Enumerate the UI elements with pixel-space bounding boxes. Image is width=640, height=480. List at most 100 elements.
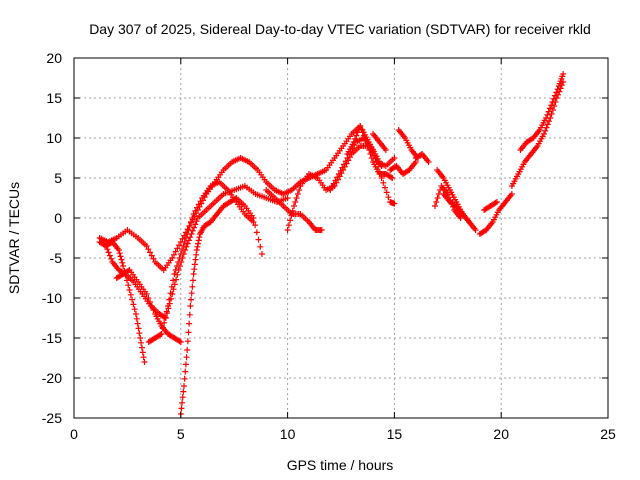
data-point xyxy=(158,331,165,337)
data-point xyxy=(545,108,552,115)
data-point xyxy=(389,175,396,181)
data-point xyxy=(318,227,325,233)
series-track-8 xyxy=(284,143,398,233)
data-point xyxy=(120,263,127,269)
y-tick-label: -5 xyxy=(50,250,63,266)
data-point xyxy=(352,135,359,142)
data-point xyxy=(182,361,189,368)
data-point xyxy=(157,331,164,338)
data-point xyxy=(340,161,347,168)
data-point xyxy=(431,203,438,209)
data-point xyxy=(354,129,361,136)
data-point xyxy=(353,132,360,139)
data-point xyxy=(189,215,196,221)
data-point xyxy=(546,118,553,125)
data-point xyxy=(196,234,203,241)
data-point xyxy=(391,200,398,207)
data-point xyxy=(159,325,166,332)
data-point xyxy=(108,255,115,262)
data-point xyxy=(178,405,185,412)
data-point xyxy=(171,271,178,277)
series-track-22 xyxy=(517,71,567,153)
data-point xyxy=(132,311,139,317)
data-point xyxy=(553,89,560,96)
data-point xyxy=(191,261,198,268)
data-point xyxy=(145,295,152,301)
series-track-6 xyxy=(177,195,265,417)
series-track-21 xyxy=(508,79,567,189)
data-point xyxy=(182,235,189,241)
data-point xyxy=(188,219,195,225)
data-point xyxy=(296,187,303,193)
data-point xyxy=(167,290,174,297)
data-point xyxy=(188,290,195,297)
data-point xyxy=(182,368,189,375)
data-point xyxy=(194,204,201,211)
data-point xyxy=(150,307,157,313)
data-point xyxy=(143,291,150,297)
data-point xyxy=(492,199,499,206)
data-point xyxy=(255,236,262,243)
series-track-7 xyxy=(263,187,325,233)
series-track-1 xyxy=(96,123,364,273)
data-point xyxy=(193,251,200,258)
data-point xyxy=(131,306,138,313)
data-point xyxy=(184,347,191,353)
series-track-20 xyxy=(481,199,500,213)
data-point xyxy=(118,256,125,263)
data-point xyxy=(170,251,177,258)
data-point xyxy=(447,197,454,204)
data-point xyxy=(552,92,559,99)
data-point xyxy=(179,399,186,406)
data-point xyxy=(542,127,549,134)
data-point xyxy=(250,215,257,221)
data-point xyxy=(292,199,299,205)
series-track-18 xyxy=(431,183,464,221)
data-point xyxy=(195,237,202,244)
data-point xyxy=(173,276,180,283)
data-point xyxy=(350,139,357,145)
data-point xyxy=(289,207,296,214)
data-point xyxy=(170,277,177,284)
data-point xyxy=(173,263,180,269)
data-point xyxy=(147,299,154,305)
data-point xyxy=(444,191,451,197)
data-point xyxy=(174,245,181,252)
data-point xyxy=(330,180,337,187)
data-point xyxy=(291,203,298,209)
data-point xyxy=(180,243,187,249)
data-point xyxy=(391,155,398,161)
data-point xyxy=(141,359,148,365)
data-point xyxy=(189,227,196,234)
data-point xyxy=(185,329,192,336)
data-point xyxy=(382,147,389,153)
data-point xyxy=(137,335,144,341)
series-track-15 xyxy=(412,151,432,165)
data-point xyxy=(287,217,294,224)
data-point xyxy=(257,243,264,250)
data-point xyxy=(147,249,154,256)
data-point xyxy=(358,126,365,133)
data-point xyxy=(161,319,168,326)
y-tick-label: 5 xyxy=(54,170,62,186)
data-point xyxy=(164,303,171,309)
data-point xyxy=(342,158,349,165)
data-point xyxy=(119,259,126,266)
data-point xyxy=(179,394,186,401)
data-point xyxy=(548,102,555,109)
data-point xyxy=(549,99,556,105)
x-axis-title: GPS time / hours xyxy=(287,457,394,473)
data-point xyxy=(335,171,342,177)
data-point xyxy=(382,184,389,191)
data-point xyxy=(327,187,334,193)
data-point xyxy=(540,131,547,137)
y-tick-label: -20 xyxy=(42,370,62,386)
data-point xyxy=(191,266,198,273)
data-point xyxy=(543,124,550,131)
series-track-12 xyxy=(370,131,389,153)
data-point xyxy=(174,271,181,278)
data-point xyxy=(117,253,124,260)
series-track-14 xyxy=(395,127,421,161)
data-point xyxy=(186,311,193,318)
data-point xyxy=(125,282,132,289)
